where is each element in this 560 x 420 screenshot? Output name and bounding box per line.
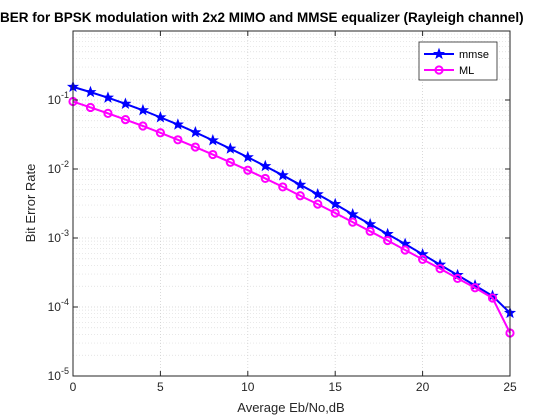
legend-marker	[434, 65, 444, 75]
x-tick-label: 5	[157, 380, 164, 394]
y-axis-label: Bit Error Rate	[23, 164, 38, 243]
plot-frame	[72, 30, 511, 377]
x-tick-label: 0	[70, 380, 77, 394]
data-point	[85, 102, 96, 113]
axis-ticks	[72, 30, 511, 377]
data-point	[418, 254, 428, 264]
data-point	[173, 135, 183, 145]
data-point	[313, 199, 323, 209]
y-tick-labels: 10-5 10-4 10-3 10-2 10-1	[48, 90, 69, 383]
data-point	[435, 264, 445, 274]
data-point	[120, 114, 131, 125]
y-tick-label: 10-5	[48, 366, 69, 383]
x-tick-label: 20	[416, 380, 430, 394]
data-point	[260, 173, 270, 184]
data-point	[225, 157, 235, 167]
data-point	[330, 208, 340, 218]
data-point	[259, 159, 272, 172]
data-point	[189, 125, 202, 138]
data-point	[171, 118, 184, 130]
data-point	[154, 111, 167, 123]
y-tick-label: 10-4	[48, 297, 69, 314]
data-point	[155, 128, 165, 138]
data-point	[278, 182, 288, 192]
data-point	[400, 245, 410, 255]
data-point	[348, 217, 358, 227]
data-point	[101, 91, 114, 103]
data-point	[241, 150, 254, 163]
y-tick-label: 10-2	[48, 159, 69, 176]
data-point	[138, 121, 148, 131]
data-point	[119, 97, 132, 109]
series-ml	[68, 96, 515, 338]
chart-title: BER for BPSK modulation with 2x2 MIMO an…	[0, 10, 524, 25]
x-tick-labels: 0 5 10 15 20 25	[70, 380, 517, 394]
data-point	[346, 208, 359, 220]
series-mmse	[66, 80, 517, 319]
data-point	[190, 142, 200, 152]
plot-area	[73, 31, 510, 376]
data-point	[365, 226, 375, 236]
legend-marker	[432, 47, 446, 60]
data-point	[276, 168, 289, 181]
data-point	[84, 85, 97, 98]
x-tick-label: 15	[329, 380, 343, 394]
y-tick-label: 10-3	[48, 228, 69, 245]
data-point	[383, 235, 393, 246]
legend-label: mmse	[459, 49, 489, 61]
data-point	[294, 178, 307, 190]
data-point	[364, 217, 377, 230]
data-point	[224, 142, 237, 154]
data-point	[208, 149, 218, 160]
data-point	[243, 165, 253, 175]
data-point	[452, 273, 463, 283]
legend: mmse ML	[418, 41, 498, 81]
x-tick-label: 25	[503, 380, 517, 394]
data-point	[470, 283, 480, 293]
x-axis-label: Average Eb/No,dB	[237, 400, 344, 415]
data-point	[487, 293, 498, 303]
data-point	[311, 187, 324, 200]
data-point	[329, 197, 342, 210]
data-point	[136, 103, 149, 116]
x-tick-label: 10	[241, 380, 255, 394]
series-layer	[66, 80, 517, 338]
legend-box	[418, 41, 498, 81]
data-point	[295, 191, 305, 201]
legend-label: ML	[459, 65, 474, 77]
data-point	[103, 108, 113, 118]
y-tick-label: 10-1	[48, 90, 69, 107]
data-point	[206, 134, 219, 146]
